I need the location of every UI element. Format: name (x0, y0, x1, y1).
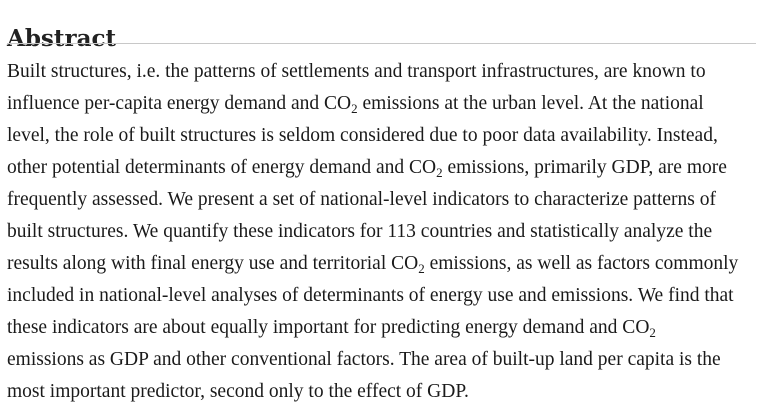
heading-divider (7, 43, 756, 44)
abstract-text: frequently assessed. We present a set of… (7, 189, 716, 210)
abstract-line: frequently assessed. We present a set of… (7, 184, 752, 216)
abstract-line: results along with final energy use and … (7, 248, 752, 280)
abstract-text: level, the role of built structures is s… (7, 125, 718, 146)
abstract-text: included in national-level analyses of d… (7, 285, 734, 306)
abstract-line: other potential determinants of energy d… (7, 152, 752, 184)
abstract-text: emissions, primarily GDP, are more (442, 157, 727, 178)
abstract-text: influence per-capita energy demand and C… (7, 93, 352, 114)
abstract-line: influence per-capita energy demand and C… (7, 88, 752, 120)
subscript: 2 (436, 165, 443, 180)
abstract-text: these indicators are about equally impor… (7, 317, 650, 338)
subscript: 2 (351, 101, 358, 116)
abstract-line: most important predictor, second only to… (7, 376, 752, 408)
abstract-line: level, the role of built structures is s… (7, 120, 752, 152)
abstract-line: built structures. We quantify these indi… (7, 216, 752, 248)
abstract-text: emissions at the urban level. At the nat… (357, 93, 704, 114)
abstract-line: Built structures, i.e. the patterns of s… (7, 56, 752, 88)
abstract-text: most important predictor, second only to… (7, 381, 469, 402)
abstract-line: these indicators are about equally impor… (7, 312, 752, 344)
abstract-line: emissions as GDP and other conventional … (7, 344, 752, 376)
abstract-text: results along with final energy use and … (7, 253, 419, 274)
abstract-text: emissions as GDP and other conventional … (7, 349, 721, 370)
abstract-text: emissions, as well as factors commonly (424, 253, 739, 274)
abstract-text: built structures. We quantify these indi… (7, 221, 713, 242)
abstract-line: included in national-level analyses of d… (7, 280, 752, 312)
subscript: 2 (418, 261, 425, 276)
abstract-text: other potential determinants of energy d… (7, 157, 437, 178)
abstract-text: Built structures, i.e. the patterns of s… (7, 61, 706, 82)
abstract-body: Built structures, i.e. the patterns of s… (7, 56, 752, 408)
subscript: 2 (649, 325, 656, 340)
abstract-heading: Abstract (7, 25, 117, 53)
